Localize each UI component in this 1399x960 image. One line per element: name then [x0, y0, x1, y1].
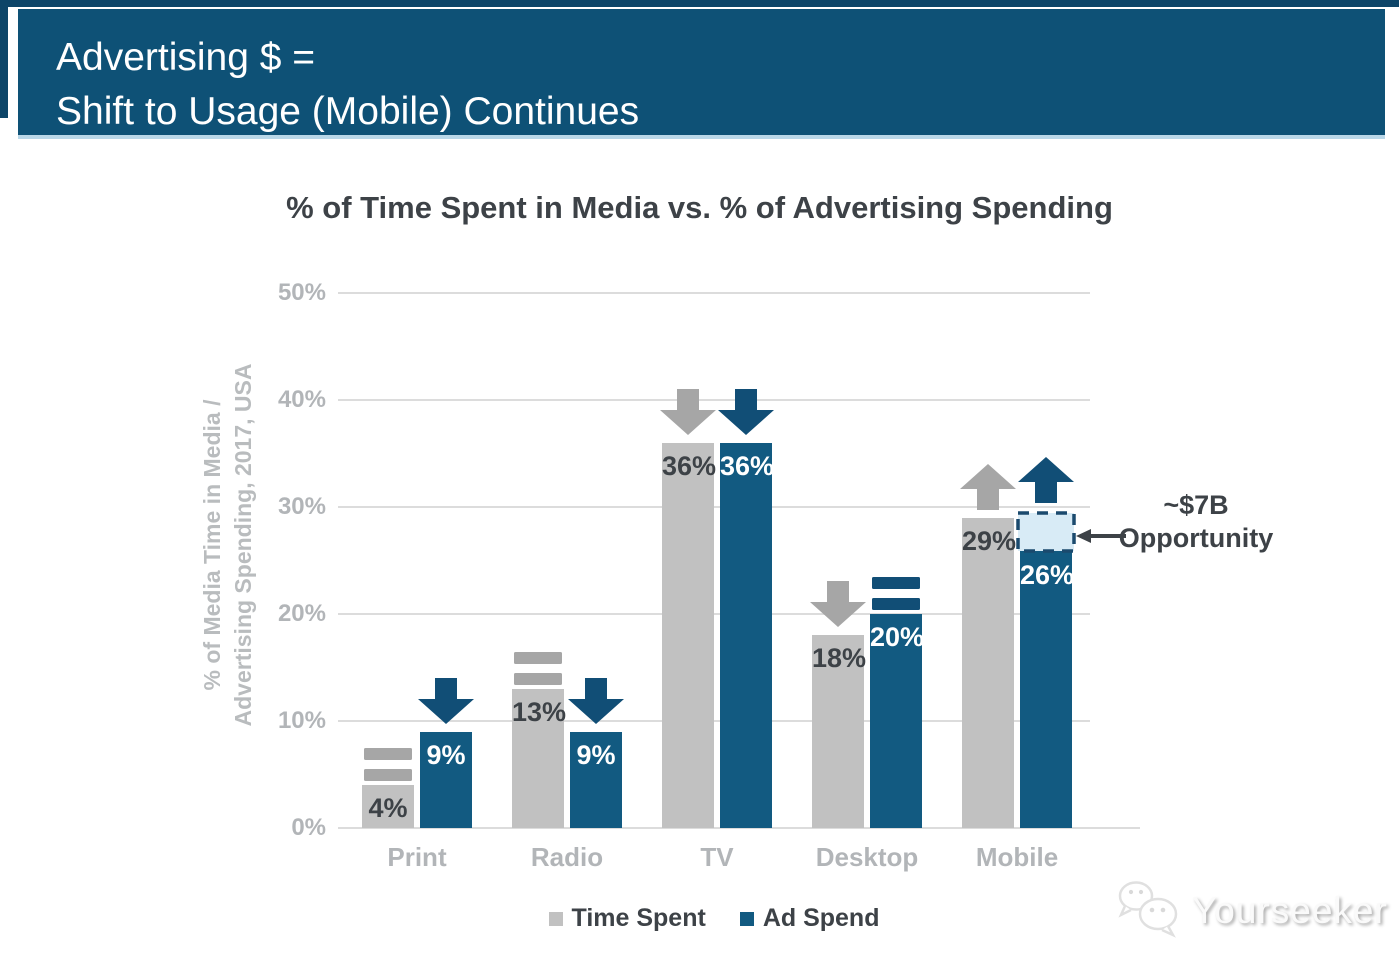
trend-up-icon	[960, 464, 1016, 510]
trend-down-icon	[568, 678, 624, 724]
bar-ad-spend-tv	[720, 443, 772, 828]
watermark: Yourseeker	[1110, 876, 1388, 945]
trend-down-icon	[418, 678, 474, 724]
bar-time-spent-print	[362, 785, 414, 828]
bar-value-label: 36%	[662, 451, 717, 481]
left-border-strip	[0, 0, 8, 118]
trend-up-icon	[1018, 457, 1074, 503]
legend: Time Spent Ad Spend	[338, 903, 1090, 933]
chart-title: % of Time Spent in Media vs. % of Advert…	[286, 190, 1113, 225]
bar-time-spent-tv	[662, 443, 714, 828]
gridline-10	[338, 720, 1090, 722]
bar-value-label: 9%	[426, 740, 466, 770]
bar-value-label: 26%	[1020, 560, 1075, 590]
legend-label-ad-spend: Ad Spend	[762, 904, 880, 932]
top-border-strip	[0, 0, 1399, 7]
bar-time-spent-radio	[512, 689, 564, 828]
y-tick-10: 10%	[277, 707, 326, 734]
header-title-line2: Shift to Usage (Mobile) Continues	[56, 90, 640, 133]
bar-value-label: 13%	[512, 697, 567, 727]
category-label-print: Print	[387, 842, 447, 872]
trend-flat-icon	[514, 652, 562, 685]
category-label-radio: Radio	[530, 842, 604, 872]
gridline-20	[338, 613, 1090, 615]
legend-swatch-ad-spend	[739, 912, 754, 926]
gridline-40	[338, 399, 1090, 401]
gridline-30	[338, 506, 1090, 508]
gridline-50	[338, 292, 1090, 294]
y-tick-50: 50%	[277, 279, 326, 306]
opportunity-annotation: ~$7B Opportunity	[1118, 489, 1274, 555]
bar-value-label: 18%	[812, 643, 867, 673]
y-tick-40: 40%	[277, 386, 326, 413]
bar-value-label: 20%	[870, 622, 925, 652]
bar-ad-spend-radio	[570, 732, 622, 828]
opportunity-box	[1016, 511, 1076, 553]
trend-down-icon	[810, 581, 866, 627]
legend-item-time-spent: Time Spent	[548, 903, 706, 933]
category-label-mobile: Mobile	[975, 842, 1059, 872]
header-banner: Advertising $ = Shift to Usage (Mobile) …	[18, 9, 1385, 139]
category-label-tv: TV	[700, 842, 734, 872]
y-tick-0: 0%	[291, 814, 326, 841]
bar-value-label: 9%	[576, 740, 616, 770]
trend-flat-icon	[872, 577, 920, 610]
category-label-desktop: Desktop	[815, 842, 919, 872]
bar-ad-spend-desktop	[870, 614, 922, 828]
bar-ad-spend-mobile	[1020, 550, 1072, 828]
header-title-line1: Advertising $ =	[56, 36, 316, 79]
bar-value-label: 4%	[368, 793, 408, 823]
y-tick-20: 20%	[277, 600, 326, 627]
opportunity-annotation-line2: Opportunity	[1118, 523, 1274, 553]
bar-time-spent-mobile	[962, 518, 1014, 828]
watermark-text: Yourseeker	[1192, 889, 1388, 931]
gridline-0	[338, 827, 1140, 829]
legend-swatch-time-spent	[548, 912, 563, 926]
legend-item-ad-spend: Ad Spend	[739, 903, 880, 933]
bar-ad-spend-print	[420, 732, 472, 828]
bar-value-label: 29%	[962, 526, 1017, 556]
y-tick-30: 30%	[277, 493, 326, 520]
annotation-arrow-icon	[1076, 527, 1128, 545]
legend-label-time-spent: Time Spent	[571, 904, 706, 932]
trend-down-icon	[660, 389, 716, 435]
opportunity-annotation-line1: ~$7B	[1163, 490, 1229, 520]
trend-flat-icon	[364, 748, 412, 781]
bar-value-label: 36%	[720, 451, 775, 481]
wechat-logo-icon	[1110, 876, 1188, 945]
bar-time-spent-desktop	[812, 635, 864, 828]
trend-down-icon	[718, 389, 774, 435]
